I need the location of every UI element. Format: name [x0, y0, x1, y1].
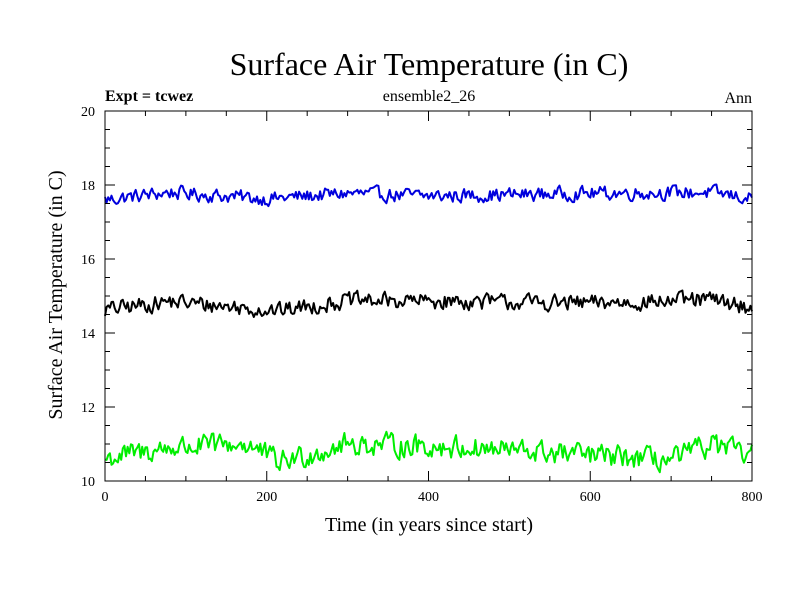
subtitle-left: Expt = tcwez — [105, 88, 193, 105]
series-line-lower — [104, 430, 753, 474]
series-line-upper — [104, 183, 753, 208]
series-line-middle — [104, 289, 753, 318]
y-tick-label: 10 — [81, 475, 95, 490]
y-tick-label: 14 — [81, 327, 95, 342]
y-tick-label: 12 — [81, 401, 95, 416]
y-tick-label: 16 — [81, 253, 95, 268]
y-tick-label: 18 — [81, 179, 95, 194]
axes-layer: 0 200 400 600 800 10 12 14 16 18 20 — [81, 105, 763, 505]
x-axis-label: Time (in years since start) — [325, 514, 533, 536]
x-tick-label: 400 — [418, 490, 439, 505]
x-tick-label: 800 — [742, 490, 763, 505]
x-tick-label: 0 — [102, 490, 109, 505]
series-layer — [104, 183, 753, 474]
subtitle-right: Ann — [724, 90, 752, 107]
subtitle-center: ensemble2_26 — [383, 88, 475, 105]
plot-frame — [104, 110, 753, 482]
chart-title: Surface Air Temperature (in C) — [230, 46, 629, 82]
y-axis-label: Surface Air Temperature (in C) — [45, 170, 67, 419]
x-tick-label: 200 — [256, 490, 277, 505]
x-tick-label: 600 — [580, 490, 601, 505]
y-tick-label: 20 — [81, 105, 95, 120]
